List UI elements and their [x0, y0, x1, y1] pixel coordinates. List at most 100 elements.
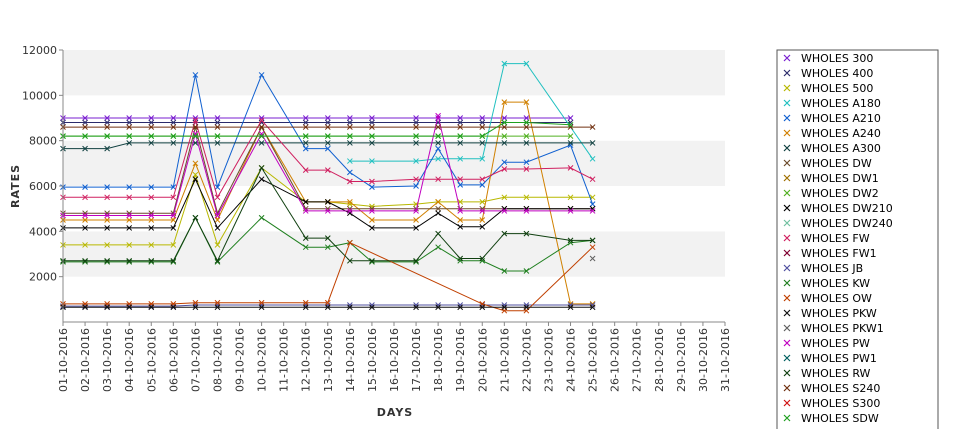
data-point [501, 159, 508, 166]
legend-item: WHOLES OW [783, 292, 872, 305]
data-point [258, 299, 265, 306]
data-point [104, 212, 110, 219]
data-point [347, 178, 353, 185]
data-point [523, 230, 530, 237]
legend-marker [783, 234, 791, 242]
data-point [214, 259, 221, 265]
data-point [148, 242, 155, 248]
grid-band [63, 140, 725, 186]
data-point [479, 115, 486, 121]
data-point [369, 178, 375, 185]
legend-label: WHOLES A300 [801, 142, 881, 155]
data-point [324, 304, 331, 311]
x-tick-label: 25-10-2016 [587, 328, 600, 392]
data-point [324, 140, 331, 146]
legend-marker [783, 324, 791, 332]
data-point [435, 176, 441, 183]
data-point [457, 155, 464, 162]
data-point [148, 210, 155, 217]
data-point [258, 214, 265, 221]
data-point [589, 255, 596, 262]
data-point [192, 176, 199, 183]
x-tick-label: 07-10-2016 [189, 328, 202, 392]
data-point [347, 124, 353, 130]
data-point [523, 60, 530, 67]
data-point [589, 304, 596, 311]
data-point [170, 115, 177, 121]
x-tick-label: 08-10-2016 [211, 328, 224, 392]
data-point [523, 166, 530, 172]
data-point [501, 205, 508, 212]
data-point [523, 140, 530, 146]
data-point [258, 140, 265, 146]
legend-item: WHOLES FW [783, 232, 870, 245]
data-point [126, 184, 133, 190]
legend: WHOLES 300 WHOLES 400 WHOLES 500 WHOLES A18… [776, 49, 939, 429]
series-wholes-pw [60, 112, 596, 219]
data-point [457, 304, 464, 311]
data-point [302, 235, 309, 241]
data-point [457, 205, 464, 212]
data-point [589, 302, 596, 308]
y-axis-title: RATES [9, 164, 22, 208]
data-point [589, 205, 596, 212]
data-point [148, 212, 155, 219]
x-tick-label: 21-10-2016 [498, 328, 511, 392]
data-point [170, 119, 177, 126]
legend-marker [783, 144, 791, 152]
legend-label: WHOLES SDW [801, 412, 879, 425]
series-wholes-fw [60, 117, 596, 201]
legend-item: WHOLES S300 [783, 397, 880, 410]
data-point [501, 119, 508, 126]
data-point [214, 133, 221, 139]
data-point [148, 225, 155, 231]
data-point [104, 225, 110, 231]
data-point [567, 304, 574, 311]
data-point [457, 115, 464, 121]
data-point [589, 244, 596, 251]
data-point [302, 145, 309, 152]
legend-marker [783, 174, 791, 182]
legend-item: WHOLES KW [783, 277, 870, 290]
legend-marker [783, 414, 791, 422]
data-point [126, 115, 133, 121]
data-point [479, 257, 486, 264]
data-point [82, 212, 88, 219]
data-point [214, 119, 221, 126]
data-point [479, 182, 486, 188]
x-tick-label: 05-10-2016 [145, 328, 158, 392]
x-tick-label: 28-10-2016 [653, 328, 666, 392]
x-tick-label: 13-10-2016 [322, 328, 335, 392]
data-point [457, 176, 464, 183]
legend-label: WHOLES RW [801, 367, 871, 380]
data-point [347, 205, 353, 212]
data-point [82, 184, 88, 190]
data-point [369, 302, 375, 308]
legend-label: WHOLES DW210 [801, 202, 893, 215]
data-point [324, 124, 331, 130]
data-point [501, 268, 508, 274]
data-point [170, 184, 177, 190]
data-point [214, 194, 221, 201]
data-point [126, 140, 133, 146]
data-point [214, 217, 221, 223]
data-point [324, 302, 331, 308]
data-point [589, 176, 596, 183]
data-point [82, 145, 88, 152]
data-point [214, 115, 221, 121]
data-point [501, 124, 508, 130]
legend-marker [783, 279, 791, 287]
data-point [126, 194, 133, 201]
data-point [457, 302, 464, 308]
legend-item: WHOLES DW210 [783, 202, 893, 215]
data-point [104, 304, 110, 311]
legend-marker [783, 84, 791, 92]
x-tick-label: 22-10-2016 [520, 328, 533, 392]
data-point [479, 223, 486, 230]
data-point [126, 212, 133, 219]
data-point [104, 115, 110, 121]
data-point [347, 119, 353, 126]
data-point [148, 140, 155, 146]
data-point [479, 304, 486, 311]
x-tick-label: 19-10-2016 [454, 328, 467, 392]
